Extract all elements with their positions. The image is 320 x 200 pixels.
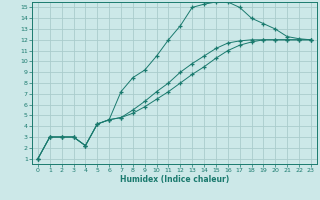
X-axis label: Humidex (Indice chaleur): Humidex (Indice chaleur)	[120, 175, 229, 184]
